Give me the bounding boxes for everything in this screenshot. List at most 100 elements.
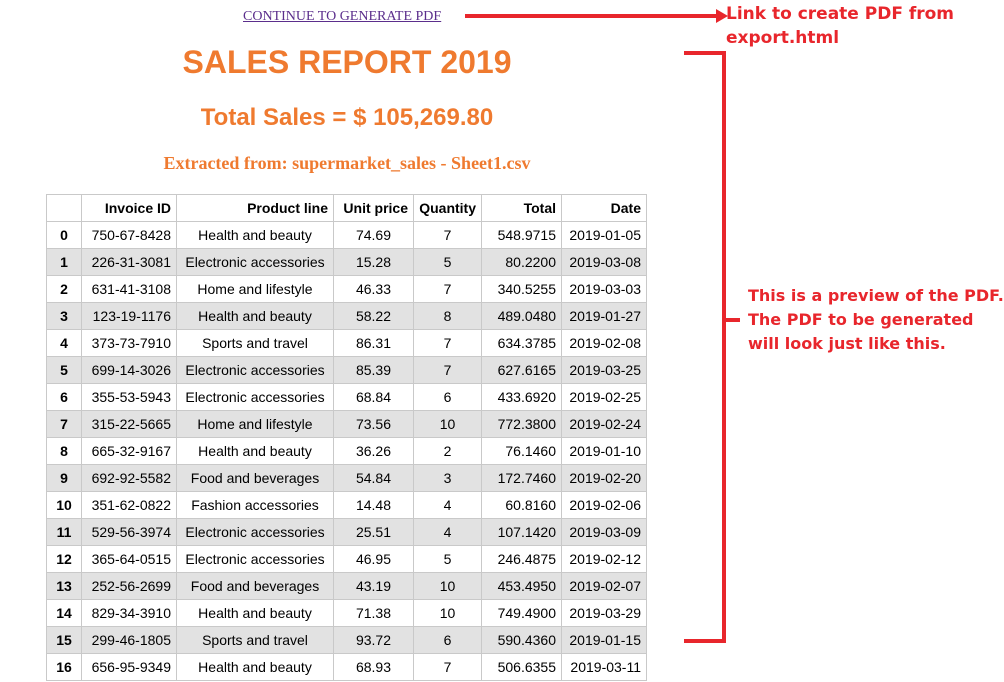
table-row: 13 252-56-2699 Food and beverages 43.19 10 45… (46, 572, 647, 600)
cell-quantity: 5 (413, 248, 482, 276)
row-index: 10 (46, 491, 82, 519)
row-index: 13 (46, 572, 82, 600)
cell-quantity: 10 (413, 599, 482, 627)
continue-to-generate-pdf-link[interactable]: CONTINUE TO GENERATE PDF (243, 9, 442, 24)
cell-unit-price: 73.56 (333, 410, 414, 438)
total-sales: Total Sales = $ 105,269.80 (200, 104, 494, 131)
table-row: 6 355-53-5943 Electronic accessories 68.84 6… (46, 383, 647, 411)
cell-product-line: Health and beauty (176, 221, 334, 249)
cell-unit-price: 14.48 (333, 491, 414, 519)
table-row: 16 656-95-9349 Health and beauty 68.93 7 506.… (46, 653, 647, 681)
row-index: 7 (46, 410, 82, 438)
cell-unit-price: 85.39 (333, 356, 414, 384)
cell-date: 2019-03-09 (561, 518, 647, 546)
cell-total: 506.6355 (481, 653, 562, 681)
preview-annotation-line-3: will look just like this. (748, 334, 946, 353)
cell-unit-price: 68.84 (333, 383, 414, 411)
cell-invoice-id: 692-92-5582 (81, 464, 177, 492)
cell-total: 107.1420 (481, 518, 562, 546)
cell-quantity: 4 (413, 518, 482, 546)
preview-bracket-bottom (684, 639, 726, 643)
cell-unit-price: 46.95 (333, 545, 414, 573)
cell-total: 76.1460 (481, 437, 562, 465)
cell-total: 749.4900 (481, 599, 562, 627)
cell-total: 634.3785 (481, 329, 562, 357)
cell-date: 2019-02-07 (561, 572, 647, 600)
preview-bracket-top (684, 51, 726, 55)
cell-date: 2019-02-06 (561, 491, 647, 519)
cell-quantity: 7 (413, 221, 482, 249)
cell-date: 2019-02-24 (561, 410, 647, 438)
cell-quantity: 2 (413, 437, 482, 465)
table-header-row: Invoice ID Product line Unit price Quant… (46, 194, 647, 222)
cell-date: 2019-01-05 (561, 221, 647, 249)
cell-unit-price: 58.22 (333, 302, 414, 330)
cell-quantity: 7 (413, 275, 482, 303)
cell-date: 2019-03-08 (561, 248, 647, 276)
column-header-product-line: Product line (176, 194, 334, 222)
table-row: 10 351-62-0822 Fashion accessories 14.48 4 60… (46, 491, 647, 519)
cell-invoice-id: 123-19-1176 (81, 302, 177, 330)
cell-quantity: 5 (413, 545, 482, 573)
row-index: 4 (46, 329, 82, 357)
cell-total: 489.0480 (481, 302, 562, 330)
cell-unit-price: 15.28 (333, 248, 414, 276)
link-pointer-arrowhead (716, 9, 728, 23)
cell-total: 590.4360 (481, 626, 562, 654)
cell-invoice-id: 529-56-3974 (81, 518, 177, 546)
cell-product-line: Health and beauty (176, 437, 334, 465)
cell-product-line: Electronic accessories (176, 518, 334, 546)
table-row: 9 692-92-5582 Food and beverages 54.84 3 172.… (46, 464, 647, 492)
column-header-invoice-id: Invoice ID (81, 194, 177, 222)
cell-quantity: 7 (413, 329, 482, 357)
cell-date: 2019-03-11 (561, 653, 647, 681)
cell-invoice-id: 299-46-1805 (81, 626, 177, 654)
table-row: 4 373-73-7910 Sports and travel 86.31 7 634.3… (46, 329, 647, 357)
cell-unit-price: 36.26 (333, 437, 414, 465)
cell-product-line: Home and lifestyle (176, 275, 334, 303)
preview-bracket-spine (722, 51, 726, 643)
cell-invoice-id: 656-95-9349 (81, 653, 177, 681)
table-row: 3 123-19-1176 Health and beauty 58.22 8 489.0… (46, 302, 647, 330)
table-row: 2 631-41-3108 Home and lifestyle 46.33 7 340.… (46, 275, 647, 303)
cell-quantity: 6 (413, 383, 482, 411)
source-file-note: Extracted from: supermarket_sales - Shee… (163, 153, 531, 173)
cell-unit-price: 54.84 (333, 464, 414, 492)
table-row: 14 829-34-3910 Health and beauty 71.38 10 749… (46, 599, 647, 627)
row-index: 14 (46, 599, 82, 627)
cell-product-line: Health and beauty (176, 599, 334, 627)
cell-unit-price: 43.19 (333, 572, 414, 600)
cell-unit-price: 93.72 (333, 626, 414, 654)
cell-product-line: Food and beverages (176, 464, 334, 492)
cell-product-line: Sports and travel (176, 626, 334, 654)
cell-quantity: 3 (413, 464, 482, 492)
cell-date: 2019-01-15 (561, 626, 647, 654)
cell-quantity: 6 (413, 626, 482, 654)
cell-date: 2019-02-20 (561, 464, 647, 492)
row-index: 3 (46, 302, 82, 330)
cell-unit-price: 74.69 (333, 221, 414, 249)
cell-quantity: 7 (413, 356, 482, 384)
row-index: 1 (46, 248, 82, 276)
cell-product-line: Electronic accessories (176, 248, 334, 276)
cell-invoice-id: 315-22-5665 (81, 410, 177, 438)
column-header-unit-price: Unit price (333, 194, 414, 222)
cell-total: 80.2200 (481, 248, 562, 276)
cell-total: 453.4950 (481, 572, 562, 600)
cell-unit-price: 46.33 (333, 275, 414, 303)
sales-table: Invoice ID Product line Unit price Quant… (46, 194, 647, 681)
cell-total: 627.6165 (481, 356, 562, 384)
report-title: SALES REPORT 2019 (182, 44, 512, 80)
cell-unit-price: 71.38 (333, 599, 414, 627)
table-row: 12 365-64-0515 Electronic accessories 46.95… (46, 545, 647, 573)
link-annotation-line-1: Link to create PDF from (726, 4, 955, 24)
column-header-date: Date (561, 194, 647, 222)
cell-invoice-id: 252-56-2699 (81, 572, 177, 600)
cell-quantity: 10 (413, 572, 482, 600)
cell-total: 433.6920 (481, 383, 562, 411)
preview-annotation-line-2: The PDF to be generated (748, 310, 974, 329)
row-index: 12 (46, 545, 82, 573)
cell-quantity: 7 (413, 653, 482, 681)
cell-invoice-id: 665-32-9167 (81, 437, 177, 465)
preview-bracket-tick (726, 318, 740, 322)
